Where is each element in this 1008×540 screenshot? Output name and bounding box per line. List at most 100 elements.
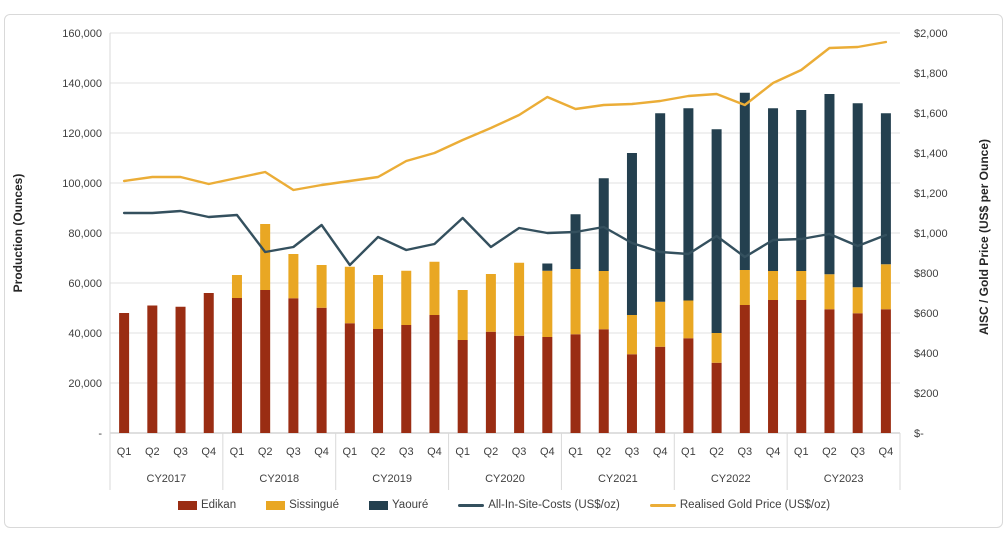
bar-segment-yaoure bbox=[768, 108, 779, 271]
quarter-label: Q2 bbox=[145, 446, 160, 458]
quarter-label: Q4 bbox=[427, 446, 442, 458]
bar-segment-yaoure bbox=[655, 113, 666, 302]
bar-segment-sissingue bbox=[429, 261, 440, 315]
legend-label: Yaouré bbox=[391, 499, 429, 511]
quarter-label: Q2 bbox=[822, 446, 837, 458]
legend-label: Edikan bbox=[200, 499, 237, 511]
bar-segment-sissingue bbox=[485, 274, 496, 332]
bar-segment-edikan bbox=[655, 346, 666, 433]
legend-item-sissingue: Sissingué bbox=[266, 499, 339, 511]
bar-segment-sissingue bbox=[683, 300, 694, 339]
bar-segment-sissingue bbox=[598, 271, 609, 330]
right-axis-tick: $600 bbox=[914, 308, 938, 320]
bar-segment-yaoure bbox=[824, 94, 835, 275]
bar-segment-edikan bbox=[514, 335, 525, 433]
bar-segment-sissingue bbox=[852, 287, 863, 314]
legend-item-yaoure: Yaouré bbox=[368, 499, 429, 511]
quarter-label: Q2 bbox=[258, 446, 273, 458]
right-axis-tick: $400 bbox=[914, 348, 938, 360]
bar-segment-edikan bbox=[768, 300, 779, 433]
left-axis-tick: 140,000 bbox=[62, 78, 102, 90]
bar-segment-edikan bbox=[401, 325, 412, 433]
quarter-label: Q3 bbox=[286, 446, 301, 458]
quarter-label: Q1 bbox=[794, 446, 809, 458]
left-axis-tick: 80,000 bbox=[68, 228, 102, 240]
bar-segment-sissingue bbox=[824, 274, 835, 310]
quarter-label: Q3 bbox=[850, 446, 865, 458]
bar-segment-edikan bbox=[316, 307, 327, 433]
legend-label: All-In-Site-Costs (US$/oz) bbox=[488, 499, 620, 511]
bar-segment-edikan bbox=[880, 309, 891, 433]
bar-segment-edikan bbox=[852, 313, 863, 433]
legend-label: Realised Gold Price (US$/oz) bbox=[679, 499, 831, 511]
bar-segment-sissingue bbox=[316, 265, 327, 308]
bar-segment-edikan bbox=[485, 331, 496, 433]
left-axis-tick: 100,000 bbox=[62, 178, 102, 190]
right-axis-tick: $800 bbox=[914, 268, 938, 280]
bar-segment-yaoure bbox=[739, 92, 750, 270]
legend-swatch-sissingue bbox=[266, 500, 286, 510]
bar-segment-sissingue bbox=[711, 333, 722, 363]
bar-segment-sissingue bbox=[739, 270, 750, 305]
bar-segment-edikan bbox=[147, 305, 158, 433]
quarter-label: Q3 bbox=[512, 446, 527, 458]
legend-swatch-edikan bbox=[177, 500, 197, 510]
bar-segment-sissingue bbox=[457, 290, 468, 340]
bar-segment-sissingue bbox=[514, 262, 525, 336]
bar-segment-edikan bbox=[203, 293, 214, 433]
bar-segment-edikan bbox=[542, 337, 553, 433]
legend-item-allinsitecostsusoz: All-In-Site-Costs (US$/oz) bbox=[458, 499, 620, 511]
bar-segment-sissingue bbox=[796, 271, 807, 300]
legend-line-swatch-allinsitecostsusoz bbox=[458, 503, 485, 507]
bar-segment-edikan bbox=[373, 329, 384, 433]
bar-segment-sissingue bbox=[288, 254, 299, 299]
right-axis-title: AISC / Gold Price (US$ per Ounce) bbox=[977, 138, 991, 336]
bar-segment-edikan bbox=[796, 300, 807, 433]
quarter-label: Q1 bbox=[342, 446, 357, 458]
quarter-label: Q4 bbox=[540, 446, 555, 458]
bar-segment-sissingue bbox=[231, 275, 242, 298]
legend-swatch-yaoure bbox=[368, 500, 388, 510]
quarter-label: Q1 bbox=[230, 446, 245, 458]
left-axis-tick: - bbox=[98, 428, 102, 440]
left-axis-tick: 40,000 bbox=[68, 328, 102, 340]
right-axis-tick: $2,000 bbox=[914, 28, 948, 40]
left-axis-tick: 120,000 bbox=[62, 128, 102, 140]
right-axis-tick: $1,600 bbox=[914, 108, 948, 120]
year-label: CY2018 bbox=[259, 473, 299, 485]
left-axis-tick: 60,000 bbox=[68, 278, 102, 290]
quarter-label: Q4 bbox=[879, 446, 894, 458]
right-axis-tick: $200 bbox=[914, 388, 938, 400]
year-label: CY2022 bbox=[711, 473, 751, 485]
legend: Edikan Sissingué Yaouré All-In-Site-Costs (… bbox=[0, 499, 1008, 511]
right-axis-tick: $1,800 bbox=[914, 68, 948, 80]
bar-segment-edikan bbox=[570, 334, 581, 433]
quarter-label: Q4 bbox=[314, 446, 329, 458]
year-label: CY2017 bbox=[147, 473, 187, 485]
bar-segment-yaoure bbox=[683, 108, 694, 301]
aisc-line bbox=[122, 209, 888, 267]
bar-segment-yaoure bbox=[796, 110, 807, 271]
year-label: CY2020 bbox=[485, 473, 525, 485]
bar-segment-edikan bbox=[344, 323, 355, 433]
bar-segment-yaoure bbox=[542, 263, 553, 271]
year-label: CY2021 bbox=[598, 473, 638, 485]
bar-segment-edikan bbox=[626, 354, 637, 433]
bar-segment-sissingue bbox=[880, 264, 891, 310]
quarter-label: Q4 bbox=[201, 446, 216, 458]
bar-segment-yaoure bbox=[852, 103, 863, 288]
bar-segment-sissingue bbox=[373, 275, 384, 329]
bar-segment-yaoure bbox=[880, 113, 891, 265]
quarter-label: Q2 bbox=[484, 446, 499, 458]
right-axis-tick: $1,000 bbox=[914, 228, 948, 240]
bar-segment-edikan bbox=[260, 290, 271, 433]
legend-item-realisedgoldpriceusoz: Realised Gold Price (US$/oz) bbox=[649, 499, 831, 511]
quarter-label: Q2 bbox=[371, 446, 386, 458]
year-label: CY2023 bbox=[824, 473, 864, 485]
quarter-label: Q4 bbox=[653, 446, 668, 458]
bar-segment-edikan bbox=[824, 309, 835, 433]
gold-price-line bbox=[122, 40, 888, 192]
bar-segment-sissingue bbox=[626, 315, 637, 355]
right-axis-tick: $1,400 bbox=[914, 148, 948, 160]
bar-segment-sissingue bbox=[655, 301, 666, 347]
